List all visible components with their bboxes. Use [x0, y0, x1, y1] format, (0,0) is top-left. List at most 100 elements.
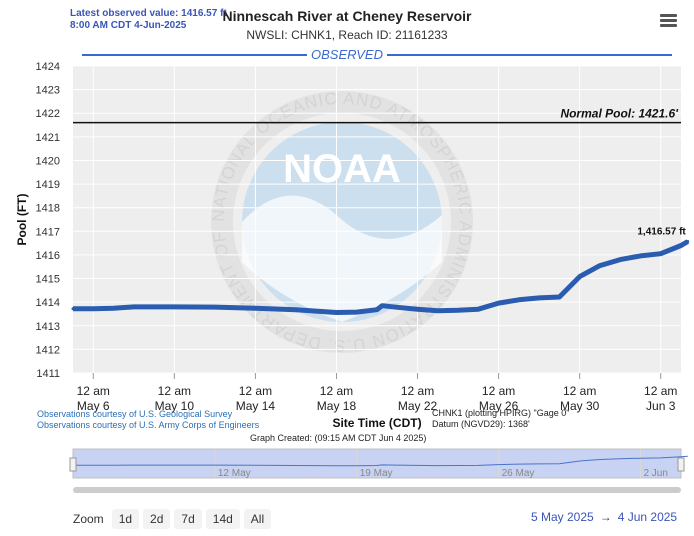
data-point	[497, 301, 501, 305]
zoom-label: Zoom	[73, 512, 104, 526]
data-point	[686, 239, 690, 243]
graph-created: Graph Created: (09:15 AM CDT Jun 4 2025)	[250, 433, 427, 443]
navigator-selection	[72, 448, 682, 479]
data-point	[253, 306, 257, 310]
x-tick-label-date: May 30	[560, 399, 600, 413]
navigator-date-label: 12 May	[218, 468, 251, 479]
data-point	[91, 307, 95, 311]
x-axis-title: Site Time (CDT)	[332, 416, 421, 430]
data-point	[436, 309, 440, 313]
zoom-7d-button[interactable]: 7d	[174, 509, 202, 529]
x-tick-label-time: 12 am	[563, 384, 596, 398]
data-point	[395, 305, 399, 309]
y-tick-label: 1414	[36, 297, 60, 309]
y-tick-label: 1420	[36, 155, 60, 167]
datum-line-1: CHNK1 (plotting HPIRG) "Gage 0"	[432, 408, 570, 418]
data-point	[71, 307, 75, 311]
zoom-14d-button[interactable]: 14d	[205, 509, 240, 529]
y-tick-label: 1416	[36, 250, 60, 262]
data-point	[456, 308, 460, 312]
data-point	[618, 258, 622, 262]
x-tick-label-time: 12 am	[320, 384, 353, 398]
data-point	[638, 254, 642, 258]
x-tick-label-time: 12 am	[482, 384, 515, 398]
y-tick-label: 1412	[36, 344, 60, 356]
watermark-bird	[242, 195, 442, 322]
zoom-1d-button[interactable]: 1d	[111, 509, 140, 529]
data-point	[294, 308, 298, 312]
y-tick-label: 1421	[36, 132, 60, 144]
data-point	[355, 310, 359, 314]
x-tick-label-date: May 10	[155, 399, 195, 413]
latest-observed-value: Latest observed value: 1416.57 ft	[70, 8, 227, 19]
y-tick-label: 1415	[36, 274, 60, 286]
x-tick-label-date: May 22	[398, 399, 438, 413]
credits: Observations courtesy of U.S. Geological…	[37, 409, 259, 431]
latest-value-label: 1,416.57 ft	[637, 226, 686, 237]
observed-label: OBSERVED	[306, 47, 387, 62]
credit-usgs[interactable]: Observations courtesy of U.S. Geological…	[37, 409, 233, 419]
data-point	[375, 308, 379, 312]
data-point	[380, 304, 384, 308]
data-point	[213, 305, 217, 309]
y-axis-title: Pool (FT)	[15, 194, 29, 246]
navigator-scrollbar[interactable]	[73, 487, 681, 493]
zoom-controls: Zoom 1d 2d 7d 14d All	[73, 509, 275, 529]
data-point	[132, 305, 136, 309]
data-point	[537, 296, 541, 300]
data-point	[476, 307, 480, 311]
data-point	[598, 264, 602, 268]
navigator-date-label: 19 May	[360, 468, 393, 479]
data-point	[517, 298, 521, 302]
range-to[interactable]: 4 Jun 2025	[617, 510, 678, 524]
credit-usace[interactable]: Observations courtesy of U.S. Army Corps…	[37, 420, 260, 430]
x-tick-label-time: 12 am	[77, 384, 110, 398]
latest-observed-info: Latest observed value: 1416.57 ft 8:00 A…	[70, 8, 227, 32]
navigator-date-label: 2 Jun	[643, 468, 667, 479]
range-arrow: →	[599, 510, 612, 524]
date-range: 5 May 2025 → 4 Jun 2025	[531, 510, 677, 524]
y-tick-label: 1411	[36, 368, 60, 380]
x-tick-label-date: May 18	[317, 399, 357, 413]
latest-observed-time: 8:00 AM CDT 4-Jun-2025	[70, 20, 187, 31]
navigator-right-handle[interactable]	[677, 457, 685, 472]
navigator-date-label: 26 May	[502, 468, 535, 479]
x-tick-label-time: 12 am	[401, 384, 434, 398]
y-tick-label: 1424	[36, 61, 60, 73]
chart-title: Ninnescah River at Cheney Reservoir	[222, 8, 472, 24]
observed-label-wrap: OBSERVED	[0, 47, 694, 62]
y-tick-label: 1419	[36, 179, 60, 191]
normal-pool-label: Normal Pool: 1421.6'	[560, 107, 679, 121]
y-tick-label: 1413	[36, 321, 60, 333]
x-tick-label-time: 12 am	[644, 384, 677, 398]
y-tick-label: 1423	[36, 85, 60, 97]
zoom-2d-button[interactable]: 2d	[143, 509, 171, 529]
data-point	[416, 307, 420, 311]
hamburger-menu-icon[interactable]	[660, 14, 677, 28]
x-tick-label-date: Jun 3	[646, 399, 676, 413]
data-point	[679, 243, 683, 247]
navigator-left-handle[interactable]	[69, 457, 77, 472]
x-tick-label-date: May 6	[77, 399, 110, 413]
navigator-series-line	[73, 455, 688, 467]
x-tick-label-time: 12 am	[158, 384, 191, 398]
data-point	[659, 252, 663, 256]
pool-series-line	[73, 239, 690, 315]
data-point	[112, 306, 116, 310]
x-tick-label-date: May 14	[236, 399, 276, 413]
range-from[interactable]: 5 May 2025	[531, 510, 594, 524]
data-point	[578, 275, 582, 279]
y-tick-label: 1422	[36, 108, 60, 120]
zoom-all-button[interactable]: All	[243, 509, 272, 529]
chart-subtitle: NWSLI: CHNK1, Reach ID: 21161233	[246, 28, 448, 42]
data-point	[334, 311, 338, 315]
x-tick-label-time: 12 am	[239, 384, 272, 398]
data-point	[557, 295, 561, 299]
watermark-ring	[211, 91, 473, 353]
x-tick-label-date: May 26	[479, 399, 519, 413]
datum-line-2: Datum (NGVD29): 1368'	[432, 419, 530, 429]
data-point	[172, 305, 176, 309]
y-tick-label: 1417	[36, 226, 60, 238]
y-tick-label: 1418	[36, 203, 60, 215]
